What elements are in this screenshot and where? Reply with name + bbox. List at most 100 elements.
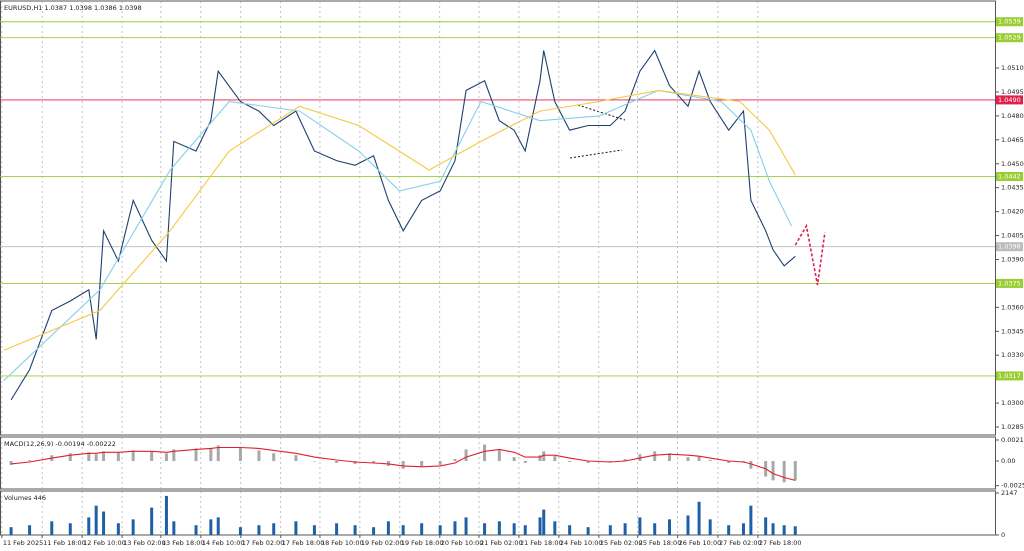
x-tick-label: 27 Feb 18:00 (759, 539, 802, 547)
x-tick-label: 17 Feb 02:00 (242, 539, 285, 547)
bar (335, 461, 339, 463)
bar (523, 461, 527, 463)
y-tick-label: 1.0300 (1001, 399, 1024, 407)
bar (686, 515, 690, 535)
x-tick-label: 11 Feb 18:00 (43, 539, 86, 547)
level-label: 1.0442 (998, 173, 1021, 181)
x-tick-label: 24 Feb 10:00 (560, 539, 603, 547)
x-tick-label: 18 Feb 10:00 (321, 539, 364, 547)
bar (164, 453, 168, 462)
bar (209, 519, 213, 535)
bar (401, 461, 405, 469)
level-label-box (996, 242, 1023, 252)
panel-frame (0, 436, 996, 490)
level-label: 1.0490 (998, 96, 1021, 104)
level-label: 1.0539 (998, 18, 1021, 26)
bar (116, 523, 120, 535)
bar (238, 447, 242, 462)
bar (257, 450, 261, 462)
bar (312, 525, 316, 535)
bar (9, 461, 13, 465)
x-tick-label: 27 Feb 02:00 (719, 539, 762, 547)
panel-title: Volumes 446 (4, 494, 46, 502)
bar (209, 448, 213, 462)
bar (653, 451, 657, 462)
bar (94, 454, 98, 462)
bar (272, 453, 276, 462)
bar (708, 519, 712, 535)
bar (87, 452, 91, 462)
level-label-box (996, 278, 1023, 288)
bar (771, 523, 775, 535)
bar (608, 525, 612, 535)
series-line (3, 89, 793, 382)
bar (68, 523, 72, 535)
y-tick-label: 1.0285 (1001, 423, 1024, 431)
y-tick-label: 1.0465 (1001, 136, 1024, 144)
bar (483, 444, 487, 462)
bar (272, 523, 276, 535)
bar (586, 461, 590, 463)
x-tick-label: 25 Feb 02:00 (600, 539, 643, 547)
bar (749, 505, 753, 535)
bar (238, 527, 242, 535)
level-label: 1.0529 (998, 34, 1021, 42)
bar (194, 525, 198, 535)
y-tick-label: 1.0495 (1001, 88, 1024, 96)
bar (102, 511, 106, 535)
bar (164, 495, 168, 535)
bar (782, 525, 786, 535)
series-line (3, 89, 796, 351)
bar (438, 525, 442, 535)
bar (542, 509, 546, 535)
x-tick-label: 12 Feb 10:00 (83, 539, 126, 547)
bar (386, 521, 390, 535)
level-label-box (996, 172, 1023, 182)
bar (216, 445, 220, 462)
x-tick-label: 13 Feb 02:00 (123, 539, 166, 547)
x-tick-label: 19 Feb 02:00 (361, 539, 404, 547)
bar (553, 521, 557, 535)
bar (68, 453, 72, 462)
bar (102, 451, 106, 462)
bar (87, 517, 91, 535)
bar (623, 523, 627, 535)
bar (568, 525, 572, 535)
bar (697, 456, 701, 462)
bar (172, 449, 176, 462)
bar (771, 461, 775, 481)
bar (131, 519, 135, 535)
bar (623, 459, 627, 462)
panel-title: EURUSD,H1 1.0387 1.0398 1.0386 1.0398 (4, 4, 142, 12)
bar (294, 455, 298, 462)
panel-frame (0, 0, 996, 436)
y-tick-label: 0.00217 (1001, 436, 1024, 444)
y-tick-label: -0.00255 (1001, 482, 1024, 490)
bar (453, 521, 457, 535)
y-tick-label: 1.0480 (1001, 112, 1024, 120)
level-label-box (996, 33, 1023, 43)
bar (50, 521, 54, 535)
bar (483, 523, 487, 535)
x-tick-label: 11 Feb 2025 (3, 539, 43, 547)
bar (372, 461, 376, 463)
bar (741, 523, 745, 535)
bar (116, 452, 120, 462)
panel-title: MACD(12,26,9) -0.00194 -0.00222 (4, 440, 116, 448)
bar (150, 451, 154, 462)
y-tick-label: 1.0420 (1001, 208, 1024, 216)
level-label-box (996, 17, 1023, 27)
x-tick-label: 19 Feb 18:00 (401, 539, 444, 547)
level-label-box (996, 95, 1023, 105)
x-tick-label: 26 Feb 10:00 (679, 539, 722, 547)
series-line (11, 446, 796, 481)
x-tick-label: 21 Feb 02:00 (480, 539, 523, 547)
x-tick-label: 21 Feb 18:00 (520, 539, 563, 547)
bar (497, 521, 501, 535)
pattern-line (569, 149, 623, 159)
y-tick-label: 1.0330 (1001, 351, 1024, 359)
bar (653, 523, 657, 535)
bar (94, 505, 98, 535)
bar (131, 450, 135, 462)
bar (586, 527, 590, 535)
